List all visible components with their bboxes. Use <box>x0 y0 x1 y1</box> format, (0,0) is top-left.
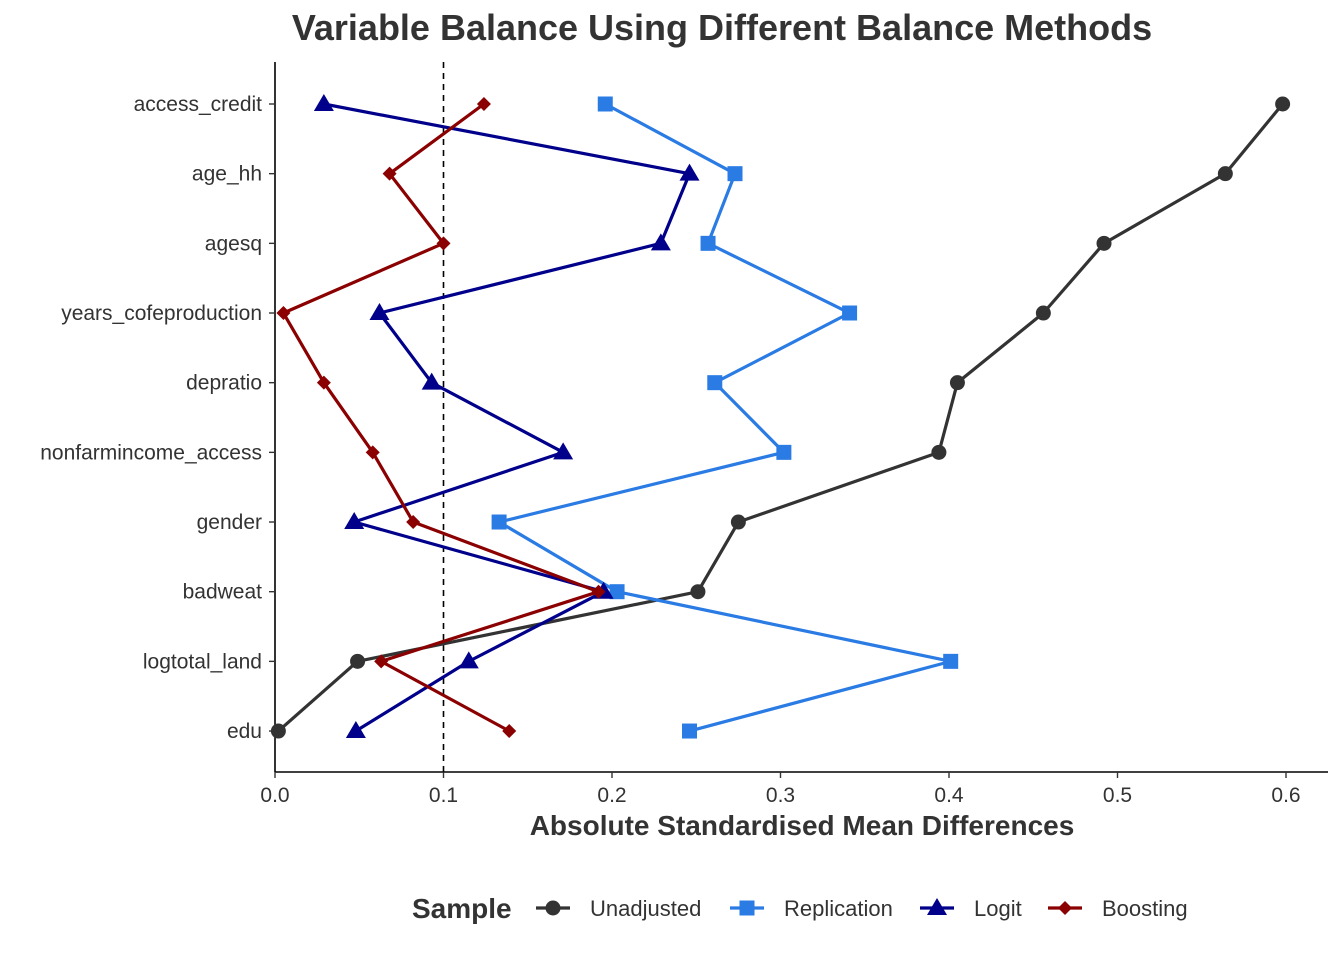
data-point-unadjusted <box>730 514 746 530</box>
data-point-unadjusted <box>949 375 965 391</box>
x-tick-label: 0.1 <box>429 784 458 807</box>
data-point-replication <box>491 514 507 530</box>
data-point-replication <box>707 375 723 391</box>
y-tick-label: age_hh <box>192 163 262 186</box>
series-unadjusted <box>270 96 1291 739</box>
data-point-unadjusted <box>1217 166 1233 182</box>
data-point-logit <box>313 94 334 111</box>
data-point-logit <box>345 721 366 739</box>
data-point-replication <box>776 444 792 460</box>
legend-marker <box>545 900 561 916</box>
y-tick-label: nonfarmincome_access <box>40 441 262 464</box>
x-tick-label: 0.6 <box>1271 784 1300 807</box>
data-point-unadjusted <box>270 723 286 739</box>
data-point-replication <box>609 584 625 600</box>
series-line-unadjusted <box>277 102 1284 733</box>
data-point-unadjusted <box>1096 235 1112 251</box>
data-point-unadjusted <box>1035 305 1051 321</box>
data-point-boosting <box>276 306 291 321</box>
data-point-boosting <box>406 515 421 530</box>
legend-label: Unadjusted <box>590 896 701 921</box>
x-tick-label: 0.2 <box>597 784 626 807</box>
legend-title: Sample <box>412 893 512 924</box>
y-tick-label: depratio <box>186 372 262 395</box>
data-point-replication <box>682 723 698 739</box>
series-line-replication <box>497 102 953 733</box>
legend-item-unadjusted: Unadjusted <box>536 896 701 921</box>
data-point-logit <box>344 512 365 530</box>
data-point-logit <box>421 372 442 390</box>
legend-label: Replication <box>784 896 893 921</box>
legend-item-logit: Logit <box>920 896 1022 921</box>
data-point-unadjusted <box>690 584 706 600</box>
legend: Sample Unadjusted Replication Logit Boostin… <box>412 893 1188 924</box>
data-point-logit <box>458 651 479 669</box>
data-point-logit <box>553 442 574 460</box>
legend-item-boosting: Boosting <box>1048 896 1188 921</box>
data-point-boosting <box>476 97 491 111</box>
legend-item-replication: Replication <box>730 896 893 921</box>
series-line-logit <box>323 102 692 733</box>
legend-marker <box>927 898 947 915</box>
data-point-unadjusted <box>931 444 947 460</box>
y-tick-label: gender <box>197 511 262 534</box>
data-point-replication <box>842 305 858 321</box>
x-tick-label: 0.0 <box>260 784 289 807</box>
legend-label: Logit <box>974 896 1022 921</box>
legend-marker <box>739 900 755 916</box>
x-tick-label: 0.4 <box>934 784 964 807</box>
data-point-boosting <box>382 166 397 181</box>
data-point-logit <box>679 163 700 181</box>
data-point-replication <box>727 166 743 182</box>
data-point-unadjusted <box>1275 96 1291 112</box>
data-point-boosting <box>316 375 331 390</box>
chart-title: Variable Balance Using Different Balance… <box>292 7 1152 48</box>
data-point-boosting <box>374 654 389 669</box>
data-point-replication <box>943 653 959 669</box>
legend-label: Boosting <box>1102 896 1188 921</box>
x-axis-title: Absolute Standardised Mean Differences <box>530 810 1075 841</box>
x-tick-label: 0.5 <box>1103 784 1132 807</box>
series-replication <box>491 96 959 739</box>
data-point-logit <box>369 303 390 321</box>
plot-area: 0.0 0.1 0.2 0.3 0.4 0.5 0.6 access_credit age_hh… <box>40 62 1328 807</box>
y-tick-label: years_cofeproduction <box>61 302 262 325</box>
data-point-replication <box>700 235 716 251</box>
data-point-boosting <box>436 236 451 251</box>
data-point-boosting <box>365 445 380 460</box>
data-point-unadjusted <box>350 653 366 669</box>
data-point-logit <box>650 233 671 251</box>
y-tick-label: access_credit <box>134 93 263 116</box>
series-logit <box>313 94 700 739</box>
y-tick-label: edu <box>227 720 262 743</box>
x-tick-label: 0.3 <box>766 784 795 807</box>
data-point-boosting <box>591 584 606 599</box>
data-point-replication <box>597 96 613 112</box>
y-tick-label: badweat <box>183 581 263 604</box>
legend-marker <box>1058 901 1072 915</box>
data-point-boosting <box>502 724 517 739</box>
y-tick-label: agesq <box>205 232 262 255</box>
series-line-boosting <box>281 102 601 733</box>
series-boosting <box>276 97 606 739</box>
y-tick-label: logtotal_land <box>143 650 262 673</box>
